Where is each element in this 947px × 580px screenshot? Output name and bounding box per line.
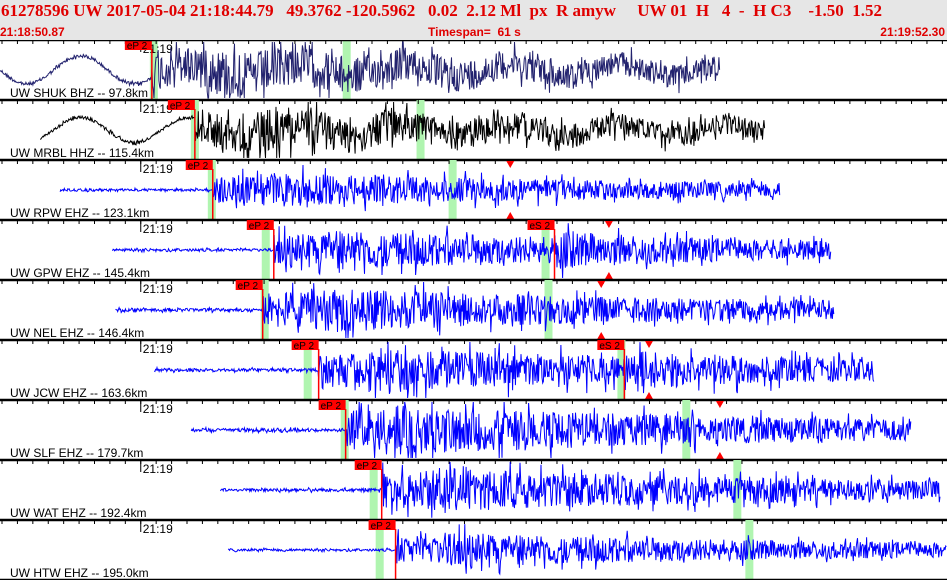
theoretical-arrival-bar <box>733 460 742 520</box>
waveform-trace <box>0 41 721 99</box>
amplitude-marker-top <box>506 161 515 168</box>
end-time: 21:19:52.30 <box>880 25 945 39</box>
minute-label: 21:19 <box>143 402 173 416</box>
waveform-trace <box>190 401 912 459</box>
station-label: UW HTW EHZ -- 195.0km <box>10 566 149 580</box>
pick-flag <box>354 460 382 470</box>
pick-label: eP 2 <box>127 41 148 52</box>
pick-flag <box>597 340 625 350</box>
minute-label: 21:19 <box>143 462 173 476</box>
pick-flag <box>291 340 319 350</box>
station-label: UW WAT EHZ -- 192.4km <box>10 506 146 520</box>
station-panel[interactable]: 21:19 eP 2 UW WAT EHZ -- 192.4km <box>0 460 947 522</box>
amplitude-marker-bottom <box>506 212 515 219</box>
pick-label: eP 2 <box>294 341 315 352</box>
waveform-trace <box>59 164 781 212</box>
start-time: 21:18:50.87 <box>0 25 65 39</box>
minute-label: 21:19 <box>143 342 173 356</box>
station-label: UW GPW EHZ -- 145.4km <box>10 266 150 280</box>
event-header: 61278596 UW 2017-05-04 21:18:44.79 49.37… <box>0 0 947 40</box>
theoretical-arrival-bar <box>149 40 158 100</box>
pick-flag <box>185 160 213 170</box>
theoretical-arrival-bar <box>416 100 425 160</box>
amplitude-marker-bottom <box>597 332 606 339</box>
pick-flag <box>527 220 555 230</box>
amplitude-marker-top <box>597 281 606 288</box>
timespan-label: Timespan= 61 s <box>428 25 521 39</box>
pick-label: eP 2 <box>170 101 191 112</box>
waveform-trace <box>40 101 766 159</box>
pick-flag <box>124 40 152 50</box>
waveform-trace <box>219 461 941 518</box>
pick-flag <box>368 520 396 530</box>
waveform-trace <box>153 341 875 399</box>
pick-label: eS 2 <box>530 221 551 232</box>
theoretical-arrival-bar <box>448 160 457 220</box>
station-label: UW JCW EHZ -- 163.6km <box>10 386 147 400</box>
pick-flag <box>246 220 274 230</box>
station-label: UW SHUK BHZ -- 97.8km <box>10 86 148 100</box>
pick-label: eP 2 <box>357 461 378 472</box>
minute-label: 21:19 <box>143 222 173 236</box>
pick-flag <box>235 280 263 290</box>
waveform-trace <box>112 223 832 279</box>
theoretical-arrival-bar <box>544 280 553 340</box>
station-label: UW MRBL HHZ -- 115.4km <box>10 146 154 160</box>
pick-label: eP 2 <box>249 221 270 232</box>
station-label: UW SLF EHZ -- 179.7km <box>10 446 143 460</box>
amplitude-marker-bottom <box>715 452 724 459</box>
waveform-trace <box>115 281 835 339</box>
pick-label: eP 2 <box>321 401 342 412</box>
station-panel[interactable]: 21:19 eP 2 UW SLF EHZ -- 179.7km <box>0 400 947 462</box>
station-panel[interactable]: 21:19 eP 2 UW HTW EHZ -- 195.0km <box>0 520 947 580</box>
amplitude-marker-bottom <box>645 392 654 399</box>
station-panel[interactable]: 21:19 eP 2 eS 2 UW GPW EHZ -- 145.4km <box>0 220 947 282</box>
pick-label: eP 2 <box>188 161 209 172</box>
station-panel[interactable]: 21:19 eP 2 UW RPW EHZ -- 123.1km <box>0 160 947 222</box>
event-title: 61278596 UW 2017-05-04 21:18:44.79 49.37… <box>1 1 882 20</box>
theoretical-arrival-bar <box>745 520 754 580</box>
theoretical-arrival-bar <box>342 40 351 100</box>
minute-label: 21:19 <box>143 282 173 296</box>
pick-label: eP 2 <box>238 281 259 292</box>
station-label: UW NEL EHZ -- 146.4km <box>10 326 144 340</box>
minute-label: 21:19 <box>143 102 173 116</box>
pick-label: eP 2 <box>371 521 392 532</box>
minute-label: 21:19 <box>143 522 173 536</box>
pick-label: eS 2 <box>599 341 620 352</box>
station-label: UW RPW EHZ -- 123.1km <box>10 206 149 220</box>
amplitude-marker-top <box>645 341 654 348</box>
pick-flag <box>167 100 195 110</box>
station-panel[interactable]: 21:19 eP 2 UW NEL EHZ -- 146.4km <box>0 280 947 342</box>
station-panel[interactable]: 21:19 eP 2 eS 2 UW JCW EHZ -- 163.6km <box>0 340 947 402</box>
minute-label: 21:19 <box>143 162 173 176</box>
waveform-trace <box>227 524 947 576</box>
amplitude-marker-bottom <box>604 272 613 279</box>
amplitude-marker-top <box>715 401 724 408</box>
amplitude-marker-top <box>604 221 613 228</box>
pick-flag <box>318 400 346 410</box>
